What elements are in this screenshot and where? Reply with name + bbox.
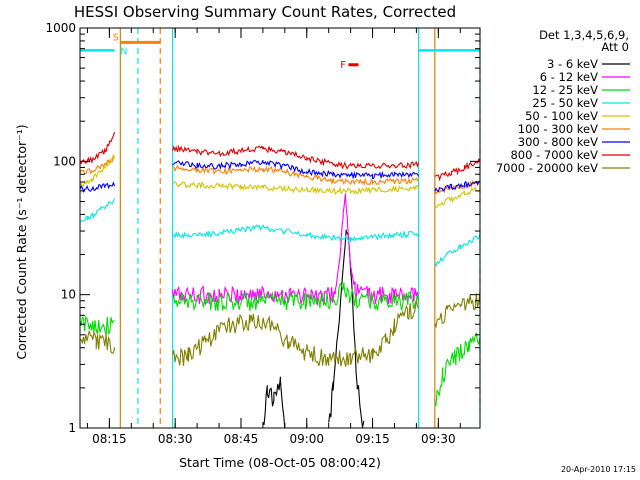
series-line-800-7000-kev (171, 144, 420, 170)
series-layer (79, 132, 481, 429)
y-axis: 1 10 100 1000 (45, 21, 480, 435)
y-axis-label: Corrected Count Rate (s⁻¹ detector⁻¹) (14, 124, 29, 359)
series-line-12-25-kev (172, 282, 420, 311)
series-line-300-800-kev (434, 180, 481, 193)
series-line-300-800-kev (172, 159, 420, 180)
x-tick-label: 09:00 (289, 432, 324, 446)
legend-header-attenuator: Att 0 (601, 40, 629, 54)
marker-label-n: N (120, 46, 127, 57)
chart-title: HESSI Observing Summary Count Rates, Cor… (74, 3, 456, 21)
y-tick-label: 1 (68, 421, 76, 435)
series-line-12-25-kev (79, 315, 115, 336)
series-line-800-7000-kev (434, 158, 481, 182)
plot-frame (79, 27, 481, 429)
series-line-6-12-kev (171, 193, 420, 306)
y-tick-label: 100 (53, 154, 76, 168)
legend-label-300-800-kev: 300 - 800 keV (518, 135, 598, 149)
series-line-100-300-kev (172, 164, 420, 187)
x-tick-label: 08:30 (158, 432, 193, 446)
marker-layer: SN F (113, 32, 359, 71)
series-line-800-7000-kev (79, 132, 116, 165)
x-tick-label: 09:30 (421, 432, 456, 446)
legend-label-100-300-kev: 100 - 300 keV (518, 122, 598, 136)
legend-label-7000-20000-kev: 7000 - 20000 keV (496, 161, 598, 175)
legend-label-25-50-kev: 25 - 50 keV (532, 96, 598, 110)
series-line-50-100-kev (172, 180, 420, 195)
series-line-100-300-kev (79, 156, 115, 175)
series-line-12-25-kev (434, 332, 481, 407)
y-tick-label: 10 (61, 288, 76, 302)
series-line-7000-20000-kev (171, 300, 420, 367)
series-line-300-800-kev (79, 181, 116, 194)
series-line-25-50-kev (434, 233, 481, 268)
legend-label-800-7000-kev: 800 - 7000 keV (510, 148, 598, 162)
series-line-50-100-kev (79, 153, 116, 187)
series-line-7000-20000-kev (79, 330, 116, 354)
x-axis-label: Start Time (08-Oct-05 08:00:42) (179, 455, 381, 470)
x-axis: 08:15 08:30 08:45 09:00 09:15 09:30 (86, 28, 461, 446)
marker-label-s: S (113, 32, 119, 43)
x-tick-label: 08:15 (92, 432, 127, 446)
series-line-3-6-kev (328, 229, 365, 428)
series-line-50-100-kev (434, 186, 481, 208)
series-line-7000-20000-kev (434, 291, 481, 329)
series-line-25-50-kev (172, 224, 420, 243)
y-tick-label: 1000 (45, 21, 76, 35)
legend-header-detectors: Det 1,3,4,5,6,9, (539, 28, 629, 42)
timestamp: 20-Apr-2010 17:15 (561, 465, 636, 474)
legend-label-12-25-kev: 12 - 25 keV (532, 83, 598, 97)
x-tick-label: 08:45 (224, 432, 259, 446)
series-line-3-6-kev (262, 376, 286, 429)
series-line-25-50-kev (79, 198, 116, 222)
marker-label-f: F (340, 60, 345, 71)
legend-label-50-100-kev: 50 - 100 keV (525, 109, 598, 123)
legend-label-3-6-kev: 3 - 6 keV (547, 57, 598, 71)
x-tick-label: 09:15 (355, 432, 390, 446)
legend-label-6-12-kev: 6 - 12 keV (540, 70, 598, 84)
